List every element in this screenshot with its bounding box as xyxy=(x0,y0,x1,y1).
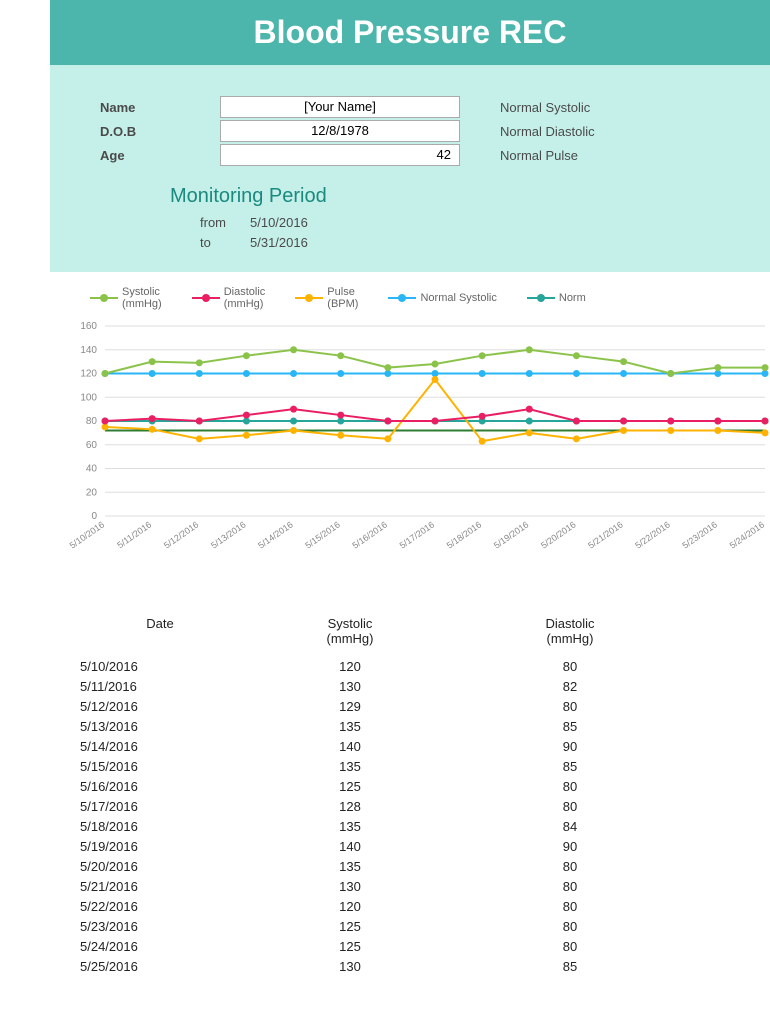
svg-text:5/23/2016: 5/23/2016 xyxy=(680,520,719,551)
svg-text:5/12/2016: 5/12/2016 xyxy=(162,520,201,551)
svg-text:160: 160 xyxy=(80,321,97,332)
normal-diastolic-label: Normal Diastolic xyxy=(500,124,595,139)
table-row: 5/14/201614090 xyxy=(80,736,770,756)
svg-text:100: 100 xyxy=(80,392,97,403)
table-row: 5/21/201613080 xyxy=(80,876,770,896)
svg-text:5/22/2016: 5/22/2016 xyxy=(633,520,672,551)
info-panel: Name [Your Name] Normal Systolic D.O.B 1… xyxy=(50,65,770,272)
svg-text:20: 20 xyxy=(86,487,98,498)
legend-item: Diastolic (mmHg) xyxy=(192,286,266,310)
normal-systolic-label: Normal Systolic xyxy=(500,100,590,115)
svg-text:5/16/2016: 5/16/2016 xyxy=(350,520,389,551)
col-diastolic: Diastolic(mmHg) xyxy=(460,616,680,646)
from-label: from xyxy=(200,215,250,230)
legend-item: Norm xyxy=(527,286,586,310)
svg-text:5/11/2016: 5/11/2016 xyxy=(115,520,153,551)
svg-text:140: 140 xyxy=(80,345,97,356)
dob-label: D.O.B xyxy=(100,124,220,139)
table-row: 5/11/201613082 xyxy=(80,676,770,696)
table-row: 5/19/201614090 xyxy=(80,836,770,856)
legend-item: Pulse (BPM) xyxy=(295,286,358,310)
svg-text:40: 40 xyxy=(86,464,98,475)
page-title: Blood Pressure REC xyxy=(50,0,770,65)
svg-text:5/19/2016: 5/19/2016 xyxy=(492,520,531,551)
monitoring-block: Monitoring Period from5/10/2016 to5/31/2… xyxy=(170,185,770,252)
table-row: 5/17/201612880 xyxy=(80,796,770,816)
table-row: 5/10/201612080 xyxy=(80,656,770,676)
col-systolic: Systolic(mmHg) xyxy=(240,616,460,646)
table-row: 5/13/201613585 xyxy=(80,716,770,736)
table-row: 5/20/201613580 xyxy=(80,856,770,876)
legend-item: Normal Systolic xyxy=(388,286,496,310)
table-row: 5/25/201613085 xyxy=(80,956,770,976)
data-table: Date Systolic(mmHg) Diastolic(mmHg) 5/10… xyxy=(80,616,770,976)
legend-item: Systolic (mmHg) xyxy=(90,286,162,310)
table-row: 5/12/201612980 xyxy=(80,696,770,716)
svg-text:5/17/2016: 5/17/2016 xyxy=(398,520,437,551)
table-row: 5/23/201612580 xyxy=(80,916,770,936)
chart-area: Systolic (mmHg) Diastolic (mmHg) Pulse (BP… xyxy=(50,280,770,586)
to-label: to xyxy=(200,235,250,250)
svg-text:80: 80 xyxy=(86,416,98,427)
svg-text:5/21/2016: 5/21/2016 xyxy=(586,520,625,551)
dob-field[interactable]: 12/8/1978 xyxy=(220,120,460,142)
name-label: Name xyxy=(100,100,220,115)
table-row: 5/22/201612080 xyxy=(80,896,770,916)
table-row: 5/24/201612580 xyxy=(80,936,770,956)
bp-chart: 0 20 40 60 80 100 120 140 160 5/10/2016 5/11/2016 5… xyxy=(50,316,770,586)
name-field[interactable]: [Your Name] xyxy=(220,96,460,118)
svg-text:5/24/2016: 5/24/2016 xyxy=(728,520,767,551)
to-value: 5/31/2016 xyxy=(250,235,308,250)
svg-text:5/13/2016: 5/13/2016 xyxy=(209,520,248,551)
svg-text:120: 120 xyxy=(80,369,97,380)
table-row: 5/16/201612580 xyxy=(80,776,770,796)
svg-text:5/15/2016: 5/15/2016 xyxy=(303,520,342,551)
monitoring-title: Monitoring Period xyxy=(170,185,770,208)
svg-text:60: 60 xyxy=(86,440,98,451)
normal-pulse-label: Normal Pulse xyxy=(500,148,578,163)
svg-text:5/20/2016: 5/20/2016 xyxy=(539,520,578,551)
svg-text:0: 0 xyxy=(91,511,97,522)
table-row: 5/18/201613584 xyxy=(80,816,770,836)
age-label: Age xyxy=(100,148,220,163)
table-row: 5/15/201613585 xyxy=(80,756,770,776)
svg-text:5/14/2016: 5/14/2016 xyxy=(256,520,295,551)
svg-text:5/18/2016: 5/18/2016 xyxy=(445,520,484,551)
age-field[interactable]: 42 xyxy=(220,144,460,166)
chart-legend: Systolic (mmHg) Diastolic (mmHg) Pulse (BP… xyxy=(50,280,770,316)
col-date: Date xyxy=(80,616,240,646)
from-value: 5/10/2016 xyxy=(250,215,308,230)
svg-text:5/10/2016: 5/10/2016 xyxy=(68,520,107,551)
